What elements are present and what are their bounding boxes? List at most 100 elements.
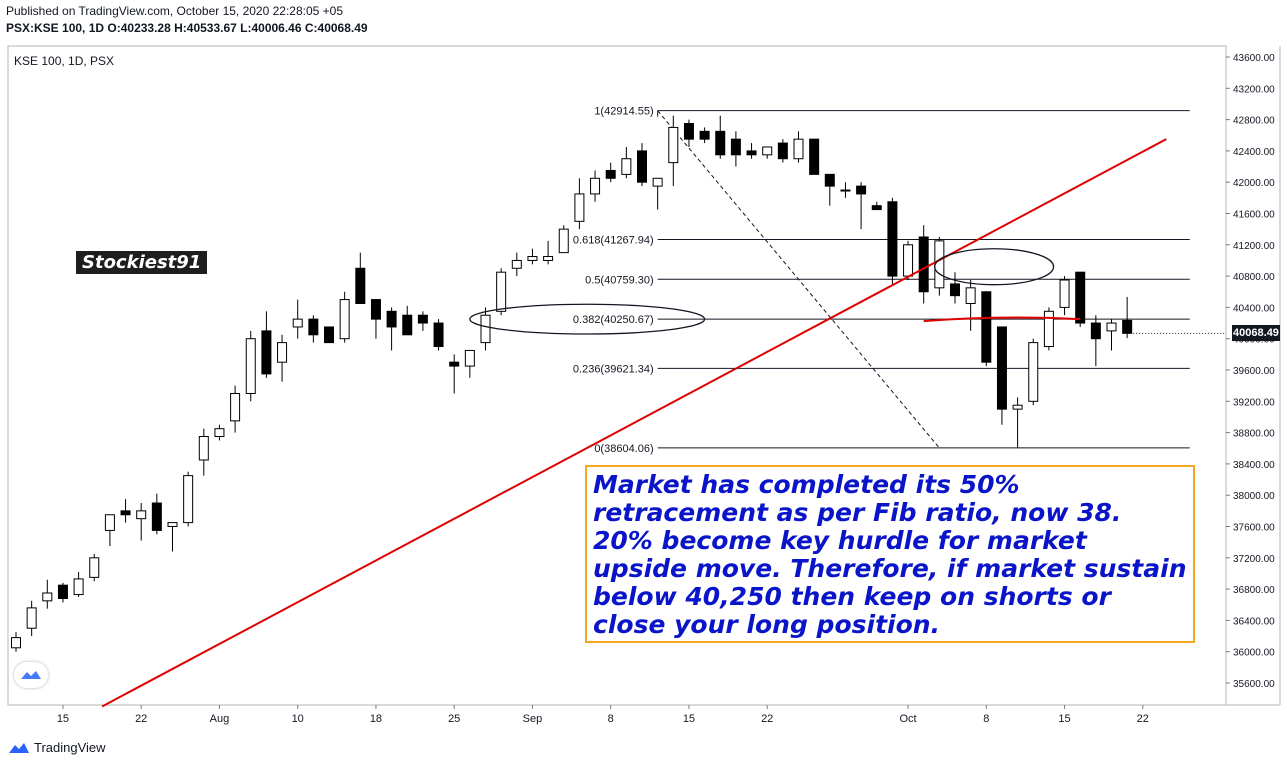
candle-up bbox=[167, 522, 178, 528]
candle-down bbox=[370, 299, 381, 320]
highlight-ellipse bbox=[469, 303, 706, 335]
candle-down bbox=[918, 236, 929, 293]
highlight-ellipse bbox=[934, 248, 1055, 286]
candle-up bbox=[89, 557, 100, 578]
candle-up bbox=[574, 193, 585, 222]
candle-up bbox=[934, 240, 945, 289]
y-tick-label: 36000.00 bbox=[1233, 648, 1275, 659]
y-tick-label: 38400.00 bbox=[1233, 460, 1275, 471]
candle-down bbox=[57, 584, 68, 599]
annotation-box: Market has completed its 50% retracement… bbox=[585, 465, 1195, 643]
fib-swing-line bbox=[657, 110, 940, 449]
candle-up bbox=[26, 607, 37, 629]
y-tick-label: 40400.00 bbox=[1233, 303, 1275, 314]
candle-down bbox=[605, 169, 616, 179]
y-tick-label: 42400.00 bbox=[1233, 147, 1275, 158]
candle-down bbox=[950, 283, 960, 297]
pane-symbol-label: KSE 100, 1D, PSX bbox=[14, 54, 115, 68]
author-watermark: Stockiest91 bbox=[76, 251, 208, 274]
candle-up bbox=[496, 271, 507, 312]
y-tick-label: 41600.00 bbox=[1233, 210, 1275, 221]
fib-level-label: 0(38604.06) bbox=[594, 443, 653, 455]
y-tick-label: 36400.00 bbox=[1233, 616, 1275, 627]
candle-down bbox=[871, 205, 882, 211]
x-tick-label: 10 bbox=[292, 713, 304, 725]
resistance-marker-line bbox=[923, 316, 1081, 323]
trend-line bbox=[101, 138, 1167, 708]
candle-down bbox=[1075, 271, 1086, 324]
candle-up bbox=[339, 299, 350, 340]
candle-down bbox=[715, 130, 726, 156]
candle-up bbox=[840, 189, 851, 192]
candle-down bbox=[417, 314, 428, 324]
symbol-ohlc-line: PSX:KSE 100, 1D O:40233.28 H:40533.67 L:… bbox=[6, 21, 368, 35]
fib-level-label: 0.5(40759.30) bbox=[585, 274, 654, 286]
candle-down bbox=[120, 510, 131, 516]
y-tick-label: 41200.00 bbox=[1233, 241, 1275, 252]
candle-down bbox=[324, 326, 334, 344]
footer-brand-label: TradingView bbox=[34, 740, 106, 755]
candle-down bbox=[1122, 319, 1133, 334]
x-tick-label: 8 bbox=[983, 713, 989, 725]
candle-down bbox=[355, 267, 366, 304]
candle-up bbox=[965, 287, 976, 304]
last-price-tag: 40068.49 bbox=[1232, 325, 1280, 342]
y-tick-label: 43200.00 bbox=[1233, 84, 1275, 95]
candle-down bbox=[402, 314, 413, 336]
candle-up bbox=[1059, 279, 1070, 308]
x-tick-label: Oct bbox=[899, 713, 916, 725]
y-tick-label: 36800.00 bbox=[1233, 585, 1275, 596]
candle-up bbox=[1106, 322, 1117, 332]
x-tick-label: 8 bbox=[608, 713, 614, 725]
candle-down bbox=[433, 322, 444, 348]
candle-up bbox=[230, 392, 241, 422]
y-tick-label: 40800.00 bbox=[1233, 272, 1275, 283]
candle-up bbox=[527, 256, 538, 261]
candle-up bbox=[198, 436, 209, 461]
candle-down bbox=[809, 138, 820, 175]
published-line: Published on TradingView.com, October 15… bbox=[6, 4, 344, 18]
candle-up bbox=[104, 514, 115, 531]
x-tick-label: 22 bbox=[1137, 713, 1149, 725]
candle-up bbox=[558, 228, 569, 254]
y-tick-label: 39600.00 bbox=[1233, 366, 1275, 377]
candle-down bbox=[151, 502, 162, 531]
y-tick-label: 42800.00 bbox=[1233, 116, 1275, 127]
candle-down bbox=[449, 361, 460, 367]
x-tick-label: 25 bbox=[448, 713, 460, 725]
candle-up bbox=[277, 342, 288, 363]
candle-up bbox=[11, 637, 21, 649]
candle-up bbox=[1028, 342, 1039, 402]
candle-down bbox=[308, 318, 319, 336]
candle-up bbox=[464, 349, 475, 367]
candle-down bbox=[1090, 322, 1101, 340]
y-tick-label: 37200.00 bbox=[1233, 554, 1275, 565]
candle-down bbox=[856, 185, 867, 195]
ohlc-values: O:40233.28 H:40533.67 L:40006.46 C:40068… bbox=[107, 21, 368, 35]
candle-up bbox=[543, 256, 554, 261]
y-tick-label: 38000.00 bbox=[1233, 491, 1275, 502]
symbol-line-prefix: PSX:KSE 100, 1D bbox=[6, 21, 105, 35]
candle-up bbox=[793, 138, 804, 160]
tradingview-logo-icon bbox=[14, 662, 48, 688]
candle-up bbox=[245, 338, 256, 394]
x-tick-label: 15 bbox=[57, 713, 69, 725]
candle-up bbox=[762, 146, 773, 156]
x-tick-label: 15 bbox=[683, 713, 695, 725]
candle-up bbox=[652, 177, 663, 187]
candle-down bbox=[996, 326, 1007, 410]
candle-up bbox=[214, 428, 225, 438]
candle-up bbox=[590, 177, 601, 195]
candle-up bbox=[1012, 404, 1023, 410]
tradingview-icon bbox=[9, 742, 29, 753]
y-tick-label: 43600.00 bbox=[1233, 53, 1275, 64]
x-tick-label: 18 bbox=[370, 713, 382, 725]
x-tick-label: 22 bbox=[761, 713, 773, 725]
candle-up bbox=[668, 126, 679, 164]
annotation-text: Market has completed its 50% retracement… bbox=[593, 470, 1187, 639]
fib-level-label: 0.382(40250.67) bbox=[573, 314, 654, 326]
candle-up bbox=[73, 578, 84, 596]
candle-down bbox=[730, 138, 741, 156]
x-tick-label: Sep bbox=[523, 713, 543, 725]
